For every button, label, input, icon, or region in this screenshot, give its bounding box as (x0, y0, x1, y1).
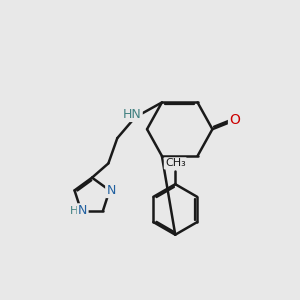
Text: O: O (229, 113, 240, 127)
Text: CH₃: CH₃ (165, 158, 186, 168)
Text: N: N (78, 205, 87, 218)
Text: HN: HN (123, 108, 142, 121)
Text: H: H (70, 206, 78, 216)
Text: N: N (106, 184, 116, 197)
